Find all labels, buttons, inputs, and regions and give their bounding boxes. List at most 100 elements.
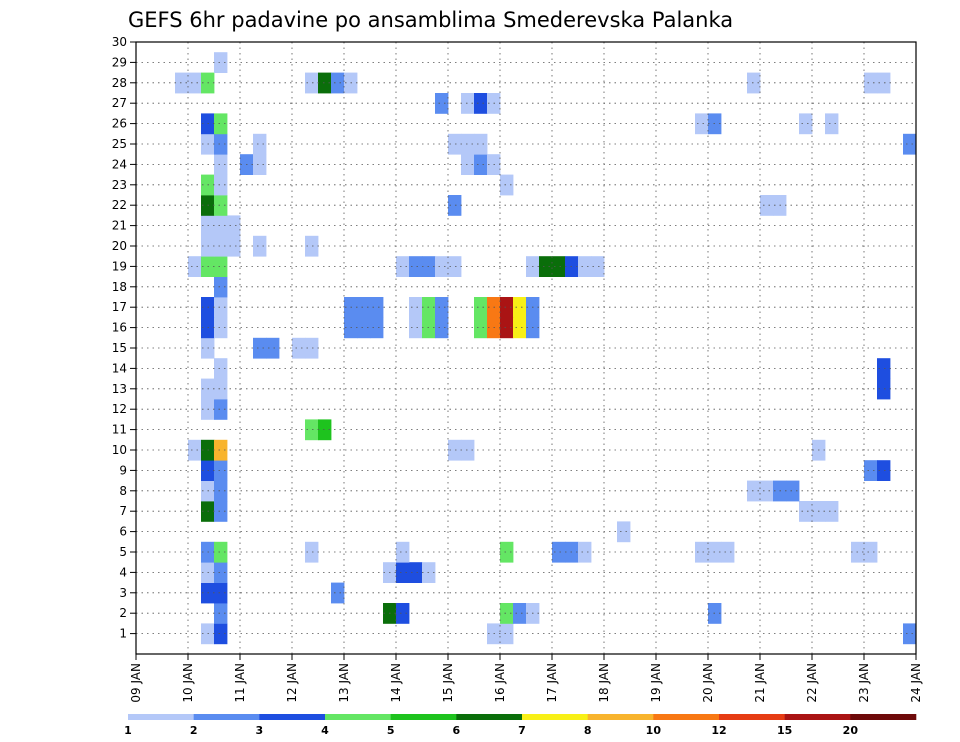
colorbar-swatch [850, 714, 917, 720]
precip-cell [214, 439, 228, 461]
precip-cell [214, 562, 228, 583]
precip-cell [305, 235, 319, 257]
x-tick-label: 21 JAN [753, 663, 767, 703]
y-tick-label: 26 [112, 117, 127, 131]
precipitation-cells [175, 52, 917, 645]
precip-cell [214, 113, 228, 135]
precip-cell [214, 297, 228, 318]
y-tick-label: 7 [119, 504, 127, 518]
colorbar-swatch [587, 714, 654, 720]
y-tick-label: 14 [112, 361, 127, 375]
precip-cell [461, 154, 475, 175]
precip-cell [474, 133, 488, 155]
precip-cell [214, 154, 228, 175]
y-tick-label: 6 [119, 525, 127, 539]
y-tick-label: 4 [119, 565, 127, 579]
x-tick-label: 13 JAN [337, 663, 351, 703]
precip-cell [409, 317, 423, 339]
precip-cell [825, 501, 839, 522]
precip-cell [214, 460, 228, 481]
precip-cell [591, 256, 605, 277]
precip-cell [474, 93, 488, 114]
precip-cell [461, 93, 475, 114]
precip-cell [214, 133, 228, 155]
precip-cell [370, 317, 384, 339]
precip-cell [825, 113, 839, 135]
y-tick-label: 30 [112, 35, 127, 49]
precip-cell [513, 317, 527, 339]
precip-cell [799, 113, 813, 135]
precip-cell [396, 603, 410, 624]
precip-cell [214, 358, 228, 379]
x-axis: 09 JAN 10 JAN 11 JAN 12 JAN 13 JAN 14 JAN 15 J… [129, 654, 923, 703]
y-tick-label: 18 [112, 280, 127, 294]
precip-cell [409, 297, 423, 318]
y-tick-label: 13 [112, 382, 127, 396]
precip-cell [760, 195, 774, 216]
colorbar-label: 1 [124, 724, 132, 737]
y-tick-label: 24 [112, 157, 127, 171]
precip-cell [357, 317, 371, 339]
precip-cell [253, 337, 267, 359]
colorbar-swatch [456, 714, 523, 720]
precip-cell [877, 72, 891, 94]
precip-cell [721, 541, 735, 563]
precip-cell [747, 72, 761, 94]
colorbar-label: 6 [453, 724, 461, 737]
precip-cell [292, 337, 306, 359]
x-tick-label: 23 JAN [857, 663, 871, 703]
y-tick-label: 5 [119, 545, 127, 559]
precip-cell [266, 337, 280, 359]
colorbar-label: 20 [843, 724, 859, 737]
precip-cell [500, 317, 514, 339]
precip-cell [474, 154, 488, 175]
precip-cell [864, 460, 878, 481]
precip-cell [305, 337, 319, 359]
precip-cell [214, 399, 228, 420]
precip-cell [461, 133, 475, 155]
y-tick-label: 27 [112, 96, 127, 110]
precip-cell [214, 174, 228, 196]
x-tick-label: 09 JAN [129, 663, 143, 703]
grid-lines [136, 42, 916, 654]
precip-cell [188, 72, 202, 94]
precip-cell [370, 297, 384, 318]
y-tick-label: 29 [112, 55, 127, 69]
y-tick-label: 23 [112, 178, 127, 192]
colorbar-label: 15 [777, 724, 792, 737]
x-tick-label: 20 JAN [701, 663, 715, 703]
precip-cell [500, 174, 514, 196]
precip-cell [877, 358, 891, 379]
x-tick-label: 22 JAN [805, 663, 819, 703]
precip-cell [864, 72, 878, 94]
precip-cell [513, 603, 527, 624]
precip-cell [305, 419, 319, 441]
precip-cell [747, 480, 761, 502]
colorbar-label: 10 [646, 724, 662, 737]
precip-cell [214, 378, 228, 400]
precip-cell [214, 623, 228, 645]
y-tick-label: 16 [112, 321, 127, 335]
precip-cell [214, 215, 228, 237]
precip-cell [552, 256, 566, 277]
colorbar-swatch [390, 714, 457, 720]
x-tick-label: 17 JAN [545, 663, 559, 703]
y-tick-label: 21 [112, 219, 127, 233]
precip-cell [214, 501, 228, 522]
precip-cell [617, 521, 631, 543]
precip-cell [227, 215, 241, 237]
y-tick-label: 20 [112, 239, 127, 253]
precip-cell [474, 297, 488, 318]
colorbar-swatch [325, 714, 391, 720]
precip-cell [214, 317, 228, 339]
colorbar-swatch [259, 714, 326, 720]
x-tick-label: 16 JAN [493, 663, 507, 703]
precip-cell [435, 317, 449, 339]
precip-cell [305, 72, 319, 94]
colorbar-swatch [784, 714, 851, 720]
precip-cell [461, 439, 475, 461]
precip-cell [695, 113, 709, 135]
precip-cell [253, 235, 267, 257]
y-tick-label: 2 [119, 606, 127, 620]
